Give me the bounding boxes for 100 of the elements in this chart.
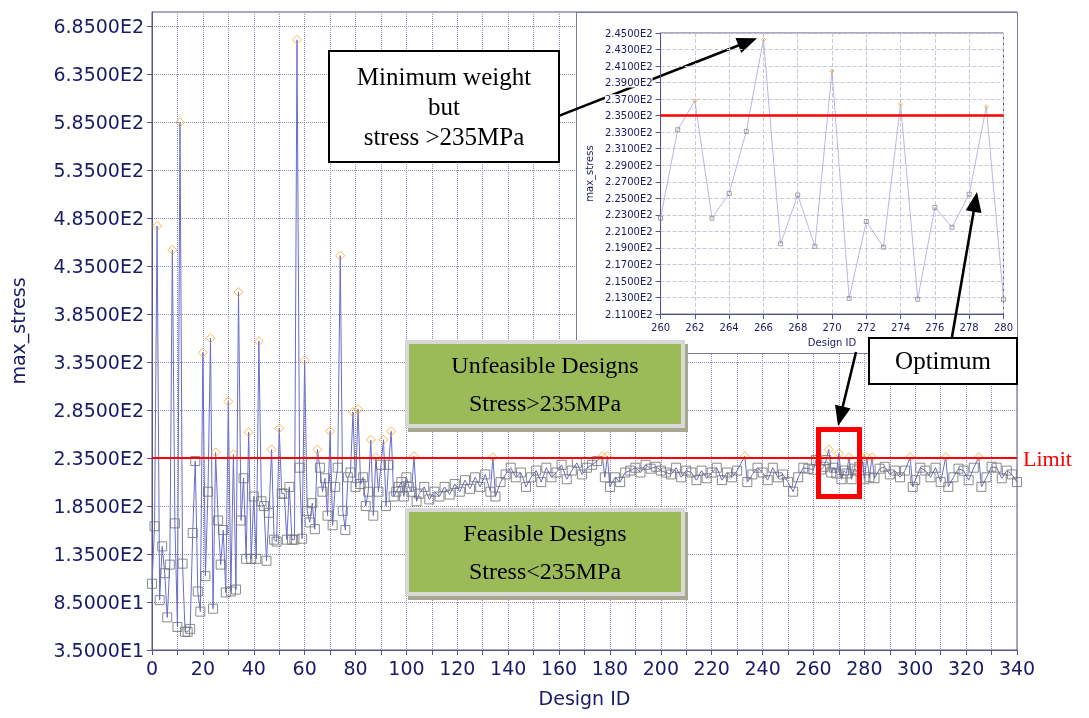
x-tick-label: 0 [145,656,159,679]
x-tick-label: 280 [993,321,1013,333]
x-tick-label: 266 [753,321,773,333]
point [233,287,244,298]
point [223,396,234,407]
y-tick-label: 5.8500E2 [53,111,144,134]
y-tick-label: 2.2100E2 [604,225,653,237]
y-tick-label: 2.3700E2 [604,93,653,105]
point [880,244,886,250]
y-tick-label: 2.2300E2 [604,209,653,221]
y-tick-label: 3.8500E2 [53,303,144,326]
line-series [660,39,1004,300]
point [210,447,221,458]
x-tick-label: 40 [241,656,266,679]
y-tick-label: 6.8500E2 [53,15,144,38]
y-tick-label: 2.8500E2 [53,399,144,422]
point [167,244,178,255]
y-tick-label: 2.1300E2 [604,292,653,304]
point [709,215,715,221]
point [726,190,732,196]
point [353,404,364,415]
point [253,336,264,347]
point [409,451,420,462]
x-tick-label: 20 [190,656,215,679]
x-tick-label: 340 [998,656,1036,679]
y-tick-label: 2.1900E2 [604,242,653,254]
x-tick-label: 80 [343,656,368,679]
x-tick-label: 280 [846,656,883,679]
point [760,37,766,43]
point [365,434,376,445]
x-tick-label: 140 [490,656,527,679]
y-tick-label: 2.3300E2 [604,126,653,138]
point [1000,296,1006,302]
point [386,426,397,437]
x-tick-label: 270 [822,321,842,333]
note-box: Minimum weight but stress >235MPa [328,50,560,163]
point [274,423,285,434]
y-tick-label: 4.3500E2 [53,255,144,278]
point [983,104,989,110]
x-tick-label: 120 [439,656,476,679]
point [812,243,818,249]
x-tick-label: 300 [897,656,934,679]
x-tick-label: 260 [795,656,832,679]
point [778,241,784,247]
y-tick-label: 3.5000E1 [53,639,144,661]
point [174,117,185,128]
x-tick-label: 160 [540,656,578,679]
x-tick-label: 200 [642,656,679,679]
point [861,452,872,463]
y-tick-label: 2.2900E2 [604,159,653,171]
point [312,444,323,455]
x-tick-label: 220 [693,656,730,679]
y-tick-label: 2.2700E2 [604,176,653,188]
point [844,452,855,463]
y-tick-label: 1.3500E2 [53,543,144,566]
y-tick-label: 2.1700E2 [604,258,653,270]
x-tick-label: 264 [719,321,739,333]
ref-line-label: Limit [1023,445,1072,471]
point [347,407,358,418]
point [487,452,498,463]
y-tick-label: 2.1500E2 [604,275,653,287]
point [378,434,389,445]
y-tick-label: 2.2500E2 [604,192,653,204]
y-tick-label: 4.8500E2 [53,207,144,230]
point [370,452,381,463]
point [197,347,208,358]
x-tick-label: 180 [591,656,629,679]
point [658,215,664,221]
x-tick-label: 276 [925,321,945,333]
x-tick-label: 262 [685,321,705,333]
point [602,451,613,462]
point [692,98,698,104]
y-tick-label: 2.4300E2 [604,44,653,56]
point [205,333,216,344]
point [299,355,310,366]
x-tick-label: 100 [388,656,425,679]
y-tick-label: 3.3500E2 [53,351,144,374]
point [846,295,852,301]
x-tick-label: 268 [788,321,808,333]
x-axis-title: Design ID [538,686,631,709]
point [898,101,904,107]
point [823,444,834,455]
y-tick-label: 6.3500E2 [53,63,144,86]
y-tick-label: 5.3500E2 [53,159,144,182]
point [966,191,972,197]
point [932,204,938,210]
y-tick-label: 2.3500E2 [53,447,144,470]
y-tick-label: 2.3100E2 [604,143,653,155]
point [743,128,749,134]
point [940,452,951,463]
y-tick-label: 8.5000E1 [53,591,144,614]
point [266,444,277,455]
point [949,224,955,230]
y-axis-title: max_stress [583,145,596,202]
point [675,127,681,133]
point [739,451,750,462]
y-tick-label: 2.3500E2 [604,110,653,122]
point [152,220,163,231]
point [863,219,869,224]
y-tick-label: 2.4500E2 [604,27,653,39]
